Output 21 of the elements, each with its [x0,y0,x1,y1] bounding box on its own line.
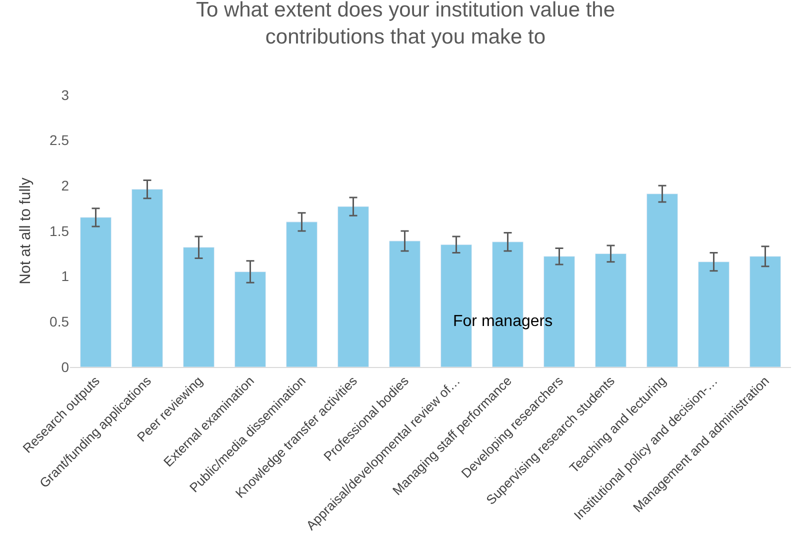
bar [286,222,318,367]
chart-title: To what extent does your institution value the contributions that you make to [196,0,616,49]
bar [183,247,214,367]
y-tick-label: 2.5 [50,132,70,148]
y-tick-label: 2 [61,178,70,194]
bar [338,206,369,367]
y-tick-label: 1.5 [50,222,70,239]
bar [595,253,626,367]
y-axis-title: Not at all to fully [16,177,34,284]
bar [698,262,730,367]
annotation: For managers [453,313,553,330]
bar [80,217,112,367]
bar [646,194,678,367]
y-tick-label: 0 [61,358,70,375]
bar [234,272,266,367]
y-tick-label: 0.5 [50,314,70,330]
bar [389,240,420,367]
bar [750,256,781,367]
y-tick-label: 3 [61,86,70,103]
bar [132,189,163,367]
y-tick-label: 1 [61,268,70,284]
